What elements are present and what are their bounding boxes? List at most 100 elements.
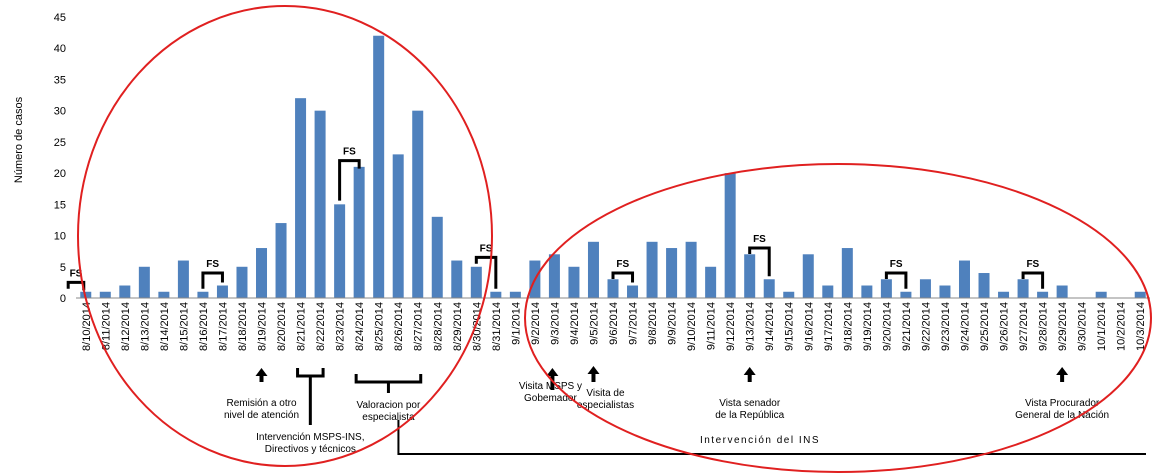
x-tick-label: 9/17/2014 — [823, 302, 835, 351]
bar — [685, 241, 697, 298]
x-tick-label: 9/28/2014 — [1038, 302, 1050, 351]
x-tick-label: 8/19/2014 — [257, 302, 269, 351]
y-axis-ticks: 0 5 10 15 20 25 30 35 40 45 — [54, 12, 66, 305]
fs-bracket — [611, 271, 635, 283]
bar — [295, 98, 307, 298]
bar — [802, 254, 814, 298]
annotation-senador: de la República — [715, 410, 784, 421]
bar — [939, 285, 951, 298]
bar — [568, 266, 580, 298]
x-tick-label: 9/26/2014 — [999, 302, 1011, 351]
x-tick-label: 9/9/2014 — [667, 302, 679, 345]
x-tick-label: 8/29/2014 — [452, 302, 464, 351]
x-tick-label: 8/13/2014 — [139, 302, 151, 351]
x-tick-label: 9/10/2014 — [686, 302, 698, 351]
bar — [314, 110, 326, 299]
fs-bracket — [66, 280, 86, 291]
bar — [548, 254, 560, 298]
bar — [216, 285, 228, 298]
x-tick-label: 8/10/2014 — [81, 302, 93, 351]
bar — [1037, 291, 1049, 298]
bar — [763, 279, 775, 298]
x-tick-label: 9/21/2014 — [901, 302, 913, 351]
x-tick-label: 8/16/2014 — [198, 302, 210, 351]
bar — [1134, 291, 1146, 298]
bar — [392, 154, 404, 298]
fs-bracket — [201, 271, 224, 289]
bar — [334, 204, 346, 298]
x-tick-label: 8/11/2014 — [100, 302, 112, 350]
x-axis-tick-labels: 8/10/2014 8/11/2014 8/12/2014 8/13/2014 8/14… — [81, 302, 1147, 351]
annotation-intervencion-msps: Directivos y técnicos — [265, 444, 356, 455]
x-tick-label: 8/24/2014 — [354, 302, 366, 351]
x-tick-label: 8/20/2014 — [276, 302, 288, 351]
x-tick-label: 9/22/2014 — [920, 302, 932, 351]
annotation-senador: Vista senador — [719, 398, 781, 409]
x-tick-label: 9/2/2014 — [530, 302, 542, 345]
bar — [880, 279, 892, 298]
bar — [451, 260, 463, 298]
valoracion-bracket — [354, 374, 423, 384]
x-tick-label: 9/20/2014 — [881, 302, 893, 351]
highlight-ellipses — [77, 5, 1152, 473]
bar — [587, 241, 599, 298]
fs-label: FS — [616, 259, 629, 270]
x-tick-label: 8/28/2014 — [432, 302, 444, 351]
procurador-arrowhead — [1056, 367, 1069, 375]
bar — [724, 173, 736, 298]
x-tick-label: 9/8/2014 — [647, 302, 659, 345]
fs-bracket — [338, 159, 361, 201]
ellipse-august — [77, 5, 493, 467]
x-tick-label: 8/15/2014 — [178, 302, 190, 351]
x-tick-label: 8/14/2014 — [159, 302, 171, 351]
fs-bracket — [884, 271, 908, 289]
x-tick-label: 9/6/2014 — [608, 302, 620, 345]
y-tick-label: 40 — [54, 43, 66, 55]
annotation-visita-especialistas: Visita de — [586, 388, 625, 399]
bar — [99, 291, 111, 298]
annotation-visita-msps: Visita MSPS y — [519, 381, 582, 392]
bar — [490, 291, 502, 298]
x-tick-label: 9/12/2014 — [725, 302, 737, 351]
x-tick-label: 10/2/2014 — [1116, 302, 1128, 351]
bar — [138, 266, 150, 298]
bar — [841, 248, 853, 298]
bar — [900, 291, 912, 298]
annotation-remision: nivel de atención — [224, 410, 299, 421]
y-tick-label: 15 — [54, 199, 66, 211]
y-tick-label: 35 — [54, 74, 66, 86]
x-tick-label: 8/26/2014 — [393, 302, 405, 351]
y-tick-label: 0 — [60, 293, 66, 305]
bar — [353, 166, 365, 298]
bar — [256, 248, 268, 298]
bar — [412, 110, 424, 299]
x-tick-label: 9/19/2014 — [862, 302, 874, 351]
bar — [373, 35, 385, 298]
fs-label: FS — [343, 147, 356, 158]
x-tick-label: 9/11/2014 — [706, 302, 718, 350]
bar-series — [80, 35, 1146, 299]
bar — [1017, 279, 1029, 298]
y-tick-label: 20 — [54, 168, 66, 180]
fs-label: FS — [753, 234, 766, 245]
x-tick-label: 9/24/2014 — [959, 302, 971, 351]
bar — [958, 260, 970, 298]
annotation-valoracion: Valoracion por — [357, 400, 421, 411]
ellipse-september — [524, 163, 1152, 473]
senador-arrowhead — [743, 367, 756, 375]
x-tick-label: 9/30/2014 — [1077, 302, 1089, 351]
bar — [1056, 285, 1068, 298]
y-tick-label: 25 — [54, 137, 66, 149]
fs-label: FS — [70, 268, 83, 279]
x-tick-label: 8/22/2014 — [315, 302, 327, 351]
x-tick-label: 8/27/2014 — [413, 302, 425, 351]
fs-label: FS — [1026, 259, 1039, 270]
x-tick-label: 8/18/2014 — [237, 302, 249, 351]
x-tick-label: 10/3/2014 — [1135, 302, 1147, 351]
x-tick-label: 8/17/2014 — [217, 302, 229, 351]
bar — [627, 285, 639, 298]
x-tick-label: 8/31/2014 — [491, 302, 503, 351]
bar — [607, 279, 619, 298]
x-tick-label: 9/1/2014 — [510, 302, 522, 345]
x-tick-label: 9/27/2014 — [1018, 302, 1030, 351]
